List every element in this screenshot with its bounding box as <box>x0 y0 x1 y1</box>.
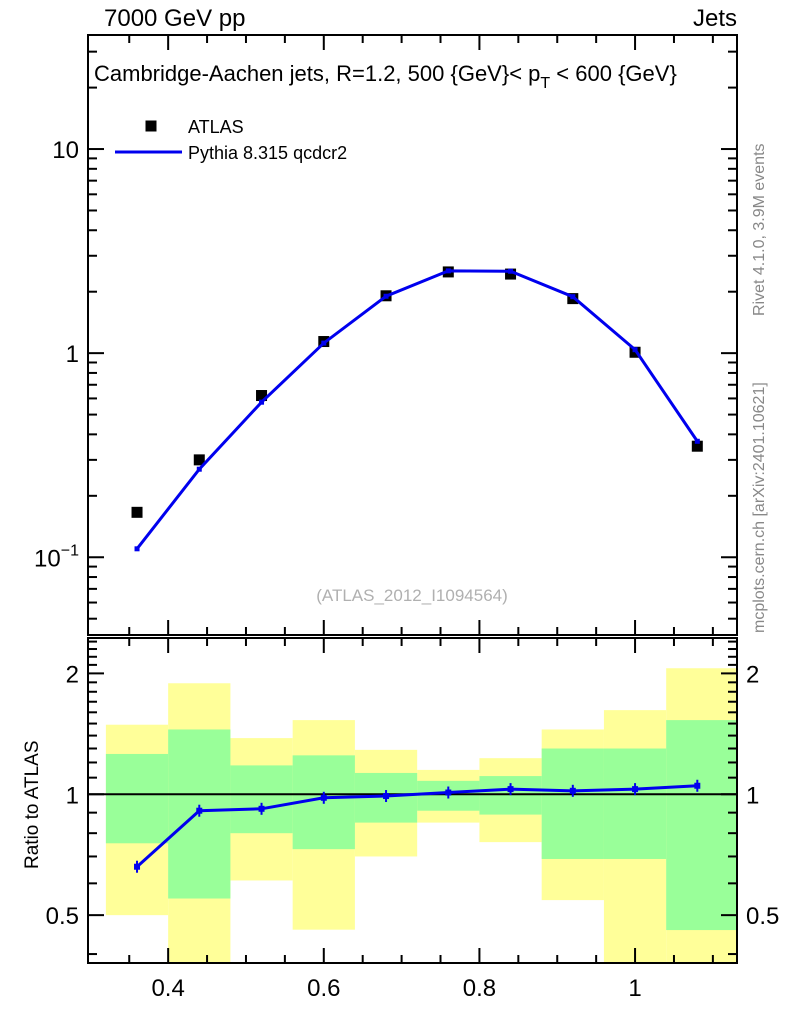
ratio-mc-point <box>134 863 141 870</box>
legend: ATLAS Pythia 8.315 qcdcr2 <box>115 117 347 163</box>
data-point-square <box>691 440 703 452</box>
tick-labels-layer: 10 1 10−1 0.5 0.5 1 1 2 2 0.4 0.6 0.8 1 <box>34 137 779 1002</box>
header-beam-label: 7000 GeV pp <box>104 5 245 32</box>
plot-title: Cambridge-Aachen jets, R=1.2, 500 {GeV}<… <box>94 61 677 92</box>
band-green <box>666 720 737 931</box>
ratio-ytick-label-left: 2 <box>66 661 79 688</box>
legend-data-label: ATLAS <box>188 117 244 137</box>
ratio-mc-point <box>632 786 639 793</box>
band-green <box>603 748 667 859</box>
main-panel-frame <box>87 34 738 636</box>
mc-point <box>321 340 327 346</box>
mc-point <box>632 347 638 353</box>
mc-point <box>694 438 700 444</box>
mc-point <box>383 293 389 299</box>
data-point-square <box>505 268 517 280</box>
ratio-ytick-label-left: 1 <box>66 782 79 809</box>
ratio-panel-frame <box>87 637 738 964</box>
ratio-ytick-label-right: 2 <box>746 661 759 688</box>
ratio-mc-point <box>569 787 576 794</box>
data-point-square <box>131 506 143 518</box>
band-green <box>230 765 293 834</box>
ratio-mc-point <box>445 789 452 796</box>
data-point-square <box>193 454 205 466</box>
mc-point <box>259 399 265 405</box>
ratio-mc-point <box>320 794 327 801</box>
mc-point <box>196 466 202 472</box>
legend-mc-label: Pythia 8.315 qcdcr2 <box>188 143 347 163</box>
header-category-label: Jets <box>693 5 737 32</box>
ratio-mc-point <box>196 807 203 814</box>
xtick-label: 0.6 <box>307 975 340 1002</box>
watermark-analysis-id: (ATLAS_2012_I1094564) <box>316 586 508 605</box>
band-green <box>105 753 169 844</box>
uncertainty-bands-layer <box>88 668 737 963</box>
data-layer <box>131 266 703 873</box>
axes-layer <box>87 34 738 964</box>
ratio-mc-point <box>258 805 265 812</box>
ratio-mc-point <box>507 786 514 793</box>
side-note-mcplots: mcplots.cern.ch [arXiv:2401.10621] <box>751 382 768 633</box>
mc-point <box>508 268 514 274</box>
ratio-mc-point <box>383 793 390 800</box>
ratio-mc-point <box>694 782 701 789</box>
mc-prediction-line <box>135 269 699 550</box>
main-ytick-label: 10−1 <box>34 542 79 572</box>
data-point-square <box>256 390 268 402</box>
ratio-axis-title: Ratio to ATLAS <box>22 741 43 870</box>
mc-point <box>570 294 576 300</box>
pt-subscript: T <box>540 75 550 92</box>
band-green <box>541 748 604 859</box>
xtick-label: 0.8 <box>463 975 496 1002</box>
ratio-mc-line <box>136 784 698 868</box>
band-green <box>479 776 542 815</box>
mc-point <box>134 546 140 552</box>
mc-point <box>445 268 451 274</box>
ratio-ytick-label-right: 0.5 <box>746 903 779 930</box>
side-note-rivet: Rivet 4.1.0, 3.9M events <box>751 143 768 316</box>
ratio-ytick-label-left: 0.5 <box>46 903 79 930</box>
main-ytick-label: 1 <box>66 341 79 368</box>
legend-data-marker-icon <box>145 120 157 132</box>
xtick-label: 0.4 <box>151 975 184 1002</box>
main-ytick-label: 10 <box>52 137 79 164</box>
xtick-label: 1 <box>628 975 641 1002</box>
ratio-ytick-label-right: 1 <box>746 782 759 809</box>
